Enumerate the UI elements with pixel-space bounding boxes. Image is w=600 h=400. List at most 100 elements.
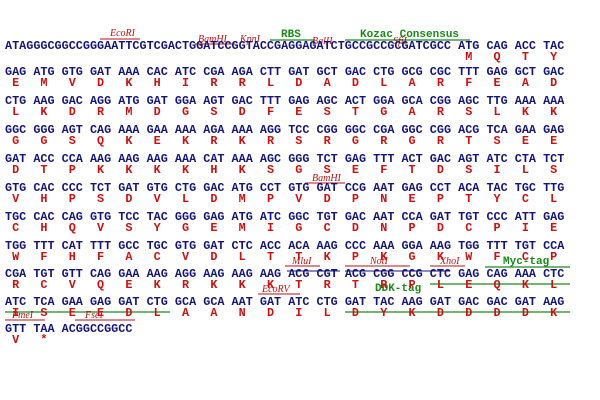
codon: TCT xyxy=(90,181,111,195)
amino-acid: I xyxy=(267,221,274,235)
site-label: BamHI xyxy=(312,173,342,184)
codon: AAA xyxy=(515,267,537,281)
amino-acid: P xyxy=(352,250,359,264)
codon: CTC xyxy=(232,239,253,253)
amino-acid: P xyxy=(550,250,557,264)
amino-acid: L xyxy=(380,76,387,90)
amino-acid: D xyxy=(352,221,359,235)
amino-acid: D xyxy=(239,105,246,119)
codon: TAC xyxy=(486,181,507,195)
codon: TTG xyxy=(543,181,564,195)
amino-acid: E xyxy=(550,134,557,148)
codon: GGG xyxy=(33,123,54,137)
codon: TCC xyxy=(288,123,309,137)
amino-acid: P xyxy=(409,221,416,235)
codon: AAG xyxy=(147,267,168,281)
codon: GTT xyxy=(62,267,83,281)
codon: GAT xyxy=(260,295,281,309)
codon: CCT xyxy=(430,181,451,195)
amino-acid: C xyxy=(12,221,19,235)
amino-acid: S xyxy=(125,221,132,235)
amino-acid: K xyxy=(97,163,105,177)
amino-acid: N xyxy=(380,221,387,235)
amino-acid: F xyxy=(494,250,501,264)
codon: AGC xyxy=(317,94,338,108)
codon: ACC xyxy=(515,39,536,53)
codon: GAT xyxy=(515,295,536,309)
codon: ACT xyxy=(401,152,422,166)
codon: AAA xyxy=(232,123,254,137)
codon: CCA xyxy=(543,239,565,253)
amino-acid: K xyxy=(409,306,417,320)
codon: CAC xyxy=(33,210,54,224)
amino-acid: T xyxy=(295,278,302,292)
amino-acid: C xyxy=(522,250,529,264)
tag-label: Kozac Consensus xyxy=(360,29,459,41)
codon: GAA xyxy=(118,267,140,281)
codon: GAC xyxy=(486,295,507,309)
amino-acid: K xyxy=(182,163,190,177)
amino-acid: P xyxy=(409,278,416,292)
codon: AAG xyxy=(147,152,168,166)
amino-acid: V xyxy=(12,192,20,206)
amino-acid: A xyxy=(324,76,332,90)
codon: AGT xyxy=(203,94,224,108)
codon: CAC xyxy=(33,181,54,195)
amino-acid: K xyxy=(267,278,275,292)
codon: AAT xyxy=(373,210,394,224)
codon: CCT xyxy=(260,181,281,195)
amino-acid: D xyxy=(295,76,302,90)
codon: GAT xyxy=(203,239,224,253)
codon: GAG xyxy=(543,210,564,224)
amino-acid: S xyxy=(295,134,302,148)
amino-acid: L xyxy=(550,192,557,206)
amino-acid: K xyxy=(154,278,162,292)
amino-acid: A xyxy=(182,306,190,320)
codon: CCG xyxy=(345,181,366,195)
codon: TTT xyxy=(373,152,394,166)
amino-acid: Q xyxy=(69,221,76,235)
amino-acid: G xyxy=(182,105,189,119)
codon: ACC xyxy=(33,152,54,166)
codon: CGA xyxy=(373,123,395,137)
codon: AGT xyxy=(458,152,479,166)
codon: TAC xyxy=(147,210,168,224)
codon: GAG xyxy=(5,65,26,79)
codon: AAG xyxy=(317,239,338,253)
amino-acid: S xyxy=(40,306,47,320)
codon: GAT xyxy=(430,295,451,309)
codon: GGC xyxy=(401,123,422,137)
codon: GAC xyxy=(345,210,366,224)
site-label: KpnI xyxy=(239,34,261,45)
amino-acid: D xyxy=(12,163,19,177)
codon: GAC xyxy=(203,181,224,195)
codon: ACG xyxy=(458,123,479,137)
amino-acid: D xyxy=(437,163,444,177)
codon: GTG xyxy=(147,181,168,195)
amino-acid: D xyxy=(125,192,132,206)
codon: CCC xyxy=(345,239,366,253)
codon: GAG xyxy=(486,65,507,79)
codon: TCA xyxy=(486,123,508,137)
codon: AAG xyxy=(232,267,253,281)
amino-acid: A xyxy=(409,76,417,90)
amino-acid: D xyxy=(465,306,472,320)
site-label: NotI xyxy=(369,256,388,267)
codon: TGT xyxy=(458,210,479,224)
codon: GAC xyxy=(62,94,83,108)
amino-acid: D xyxy=(352,306,359,320)
amino-acid: V xyxy=(69,76,77,90)
codon: GTG xyxy=(5,181,26,195)
amino-acid: C xyxy=(154,250,161,264)
codon: TAC xyxy=(373,295,394,309)
tag-label: DDK-tag xyxy=(375,283,421,295)
amino-acid: L xyxy=(12,105,19,119)
codon: AGC xyxy=(458,94,479,108)
codon: ATC xyxy=(486,152,507,166)
codon: ACT xyxy=(345,94,366,108)
amino-acid: Q xyxy=(494,278,501,292)
codon: TTT xyxy=(458,65,479,79)
amino-acid: R xyxy=(324,278,332,292)
amino-acid: K xyxy=(437,250,445,264)
